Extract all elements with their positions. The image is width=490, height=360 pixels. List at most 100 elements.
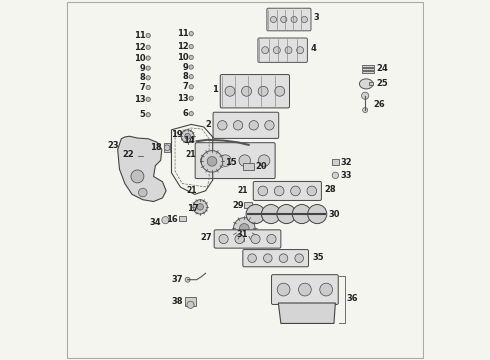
Bar — [362, 68, 374, 70]
Ellipse shape — [359, 79, 373, 89]
Circle shape — [240, 224, 249, 233]
Circle shape — [189, 112, 194, 116]
Circle shape — [146, 76, 150, 80]
Circle shape — [220, 155, 231, 166]
Circle shape — [293, 204, 311, 224]
Bar — [179, 216, 186, 221]
Text: 10: 10 — [134, 54, 146, 63]
Circle shape — [281, 17, 287, 23]
FancyBboxPatch shape — [253, 181, 321, 201]
Circle shape — [279, 254, 288, 262]
Text: 12: 12 — [177, 42, 189, 51]
Circle shape — [363, 108, 368, 113]
Text: 2: 2 — [206, 120, 212, 129]
Circle shape — [189, 65, 194, 69]
Bar — [362, 71, 374, 73]
Circle shape — [258, 186, 268, 196]
Text: 22: 22 — [123, 150, 135, 159]
Text: 27: 27 — [200, 233, 212, 242]
Bar — [369, 82, 373, 85]
Text: 32: 32 — [340, 158, 352, 167]
Circle shape — [275, 86, 285, 96]
Circle shape — [139, 188, 147, 197]
Bar — [362, 65, 374, 67]
Text: 20: 20 — [256, 162, 268, 171]
Text: 14: 14 — [183, 136, 195, 145]
FancyBboxPatch shape — [271, 275, 338, 305]
Circle shape — [189, 55, 194, 59]
Circle shape — [146, 97, 150, 102]
Circle shape — [187, 301, 194, 309]
Circle shape — [164, 145, 170, 150]
Text: 18: 18 — [150, 143, 162, 152]
Circle shape — [189, 96, 194, 100]
Text: 8: 8 — [183, 72, 189, 81]
Text: 33: 33 — [340, 171, 351, 180]
FancyBboxPatch shape — [213, 112, 279, 138]
Text: 6: 6 — [183, 109, 189, 118]
Bar — [243, 163, 254, 170]
Circle shape — [320, 283, 333, 296]
Circle shape — [219, 234, 228, 244]
Text: 28: 28 — [324, 185, 336, 194]
FancyBboxPatch shape — [258, 38, 307, 62]
Text: 7: 7 — [140, 83, 146, 92]
Circle shape — [308, 204, 327, 224]
Text: 1: 1 — [212, 85, 218, 94]
Circle shape — [270, 17, 276, 23]
Text: 36: 36 — [346, 294, 358, 303]
Text: 11: 11 — [134, 31, 146, 40]
Circle shape — [291, 186, 300, 196]
Circle shape — [146, 45, 150, 49]
Circle shape — [201, 150, 223, 172]
Circle shape — [277, 204, 296, 224]
Circle shape — [258, 155, 270, 166]
Bar — [185, 297, 196, 306]
Circle shape — [362, 92, 368, 99]
Text: 3: 3 — [314, 13, 319, 22]
Circle shape — [185, 133, 191, 139]
Circle shape — [207, 157, 217, 166]
Text: 37: 37 — [172, 275, 183, 284]
Text: 7: 7 — [183, 82, 189, 91]
Text: 24: 24 — [376, 64, 388, 73]
Circle shape — [296, 47, 304, 54]
Circle shape — [251, 234, 260, 244]
Circle shape — [239, 155, 250, 166]
Circle shape — [193, 200, 207, 214]
Circle shape — [200, 155, 212, 166]
Circle shape — [225, 86, 235, 96]
Circle shape — [298, 283, 311, 296]
Text: 16: 16 — [166, 215, 177, 224]
Circle shape — [146, 66, 150, 70]
Circle shape — [189, 75, 194, 79]
FancyBboxPatch shape — [195, 143, 275, 179]
Circle shape — [234, 218, 255, 239]
Circle shape — [249, 121, 258, 130]
Text: 21: 21 — [237, 185, 247, 194]
Text: 12: 12 — [134, 43, 146, 52]
Circle shape — [146, 85, 150, 90]
Text: 34: 34 — [150, 218, 161, 227]
Text: 38: 38 — [172, 297, 183, 306]
Circle shape — [265, 121, 274, 130]
Circle shape — [277, 283, 290, 296]
Circle shape — [267, 234, 276, 244]
Circle shape — [332, 172, 339, 179]
Text: 26: 26 — [373, 100, 385, 109]
Text: 31: 31 — [236, 230, 248, 239]
Polygon shape — [278, 303, 335, 323]
FancyBboxPatch shape — [214, 230, 281, 248]
Circle shape — [233, 121, 243, 130]
Circle shape — [135, 152, 142, 159]
Circle shape — [307, 186, 317, 196]
Circle shape — [189, 32, 194, 36]
Text: 13: 13 — [134, 95, 146, 104]
Text: 35: 35 — [313, 253, 324, 262]
Circle shape — [285, 47, 292, 54]
Circle shape — [246, 204, 265, 224]
Circle shape — [274, 186, 284, 196]
Circle shape — [295, 254, 303, 262]
FancyBboxPatch shape — [220, 75, 290, 108]
Circle shape — [218, 121, 227, 130]
